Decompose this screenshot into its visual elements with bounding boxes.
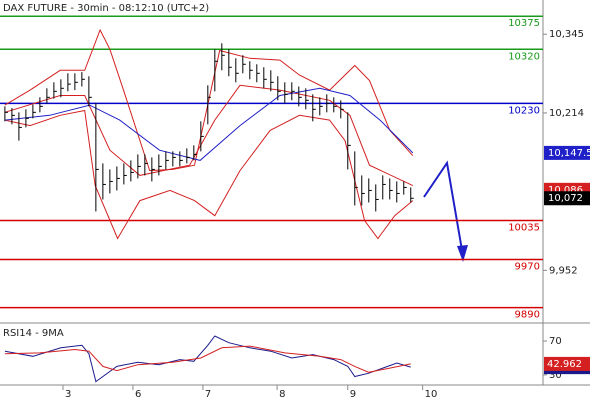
price-label: 10,086 [548, 185, 583, 196]
x-tick-label: 8 [279, 389, 285, 400]
level-label: 10035 [508, 222, 540, 233]
price-label: 10,072 [548, 193, 583, 204]
y-tick-label: 30 [549, 370, 562, 381]
y-tick-label: 70 [549, 336, 562, 347]
y-tick-label: 10,345 [549, 29, 584, 40]
y-tick-label: 10,214 [549, 108, 584, 119]
series-line [4, 84, 414, 187]
y-tick-label: 9,952 [549, 265, 578, 276]
level-label: 10230 [508, 105, 540, 116]
x-tick-label: 3 [65, 389, 71, 400]
level-label: 9890 [515, 310, 540, 321]
chart-title: DAX FUTURE - 30min - 08:12:10 (UTC+2) [3, 3, 209, 14]
value-label: 42.962 [547, 359, 582, 370]
series-line [4, 28, 414, 172]
value-label-box [544, 356, 590, 371]
forecast-arrow [423, 160, 464, 257]
x-tick-label: 7 [205, 389, 211, 400]
series-line [4, 109, 414, 240]
series-line [4, 335, 411, 383]
series-line [4, 345, 411, 373]
level-label: 10320 [508, 51, 540, 62]
x-tick-label: 6 [135, 389, 141, 400]
x-tick-label: 10 [425, 389, 438, 400]
panel-title: RSI14 - 9MA [3, 328, 64, 339]
series-line [4, 87, 414, 161]
price-label: 10,147.5 [548, 148, 590, 159]
level-label: 9970 [515, 262, 540, 273]
arrow-head [457, 245, 468, 262]
level-label: 10375 [508, 18, 540, 29]
price-label-box [544, 145, 590, 160]
price-label-box [544, 191, 590, 206]
x-tick-label: 9 [350, 389, 356, 400]
